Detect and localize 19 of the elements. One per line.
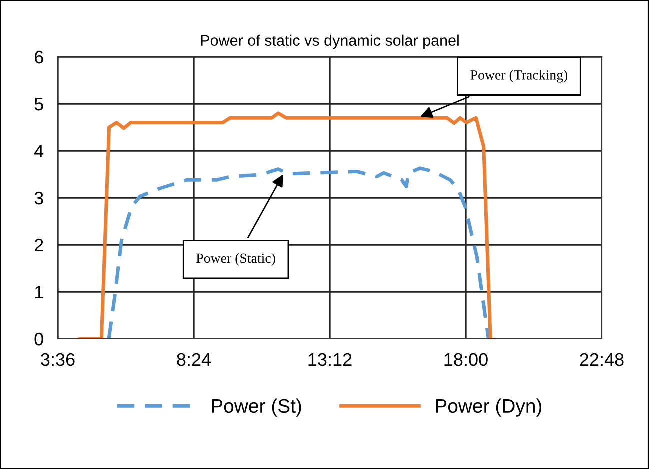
- y-tick-label: 0: [34, 332, 44, 346]
- chart-title: Power of static vs dynamic solar panel: [201, 34, 459, 50]
- annotation: Power (Static): [196, 253, 276, 266]
- y-tick-label: 5: [34, 98, 44, 111]
- y-tick-label: 6: [34, 50, 44, 64]
- x-tick-label: 3:36: [41, 353, 75, 366]
- line-series: [78, 112, 492, 339]
- x-tick-label: 18:00: [444, 353, 488, 366]
- x-tick-label: 8:24: [177, 353, 212, 366]
- legend-label: Power (Dyn): [436, 398, 542, 417]
- annotation: Power (Tracking): [470, 70, 568, 83]
- line-series: [107, 166, 490, 339]
- y-tick-label: 3: [34, 192, 44, 205]
- y-tick-label: 2: [34, 238, 44, 252]
- x-tick-label: 22:48: [580, 353, 624, 366]
- y-tick-label: 4: [34, 145, 44, 158]
- legend-label: Power (St): [212, 398, 302, 417]
- y-tick-label: 1: [35, 286, 44, 299]
- x-tick-label: 13:12: [308, 353, 352, 366]
